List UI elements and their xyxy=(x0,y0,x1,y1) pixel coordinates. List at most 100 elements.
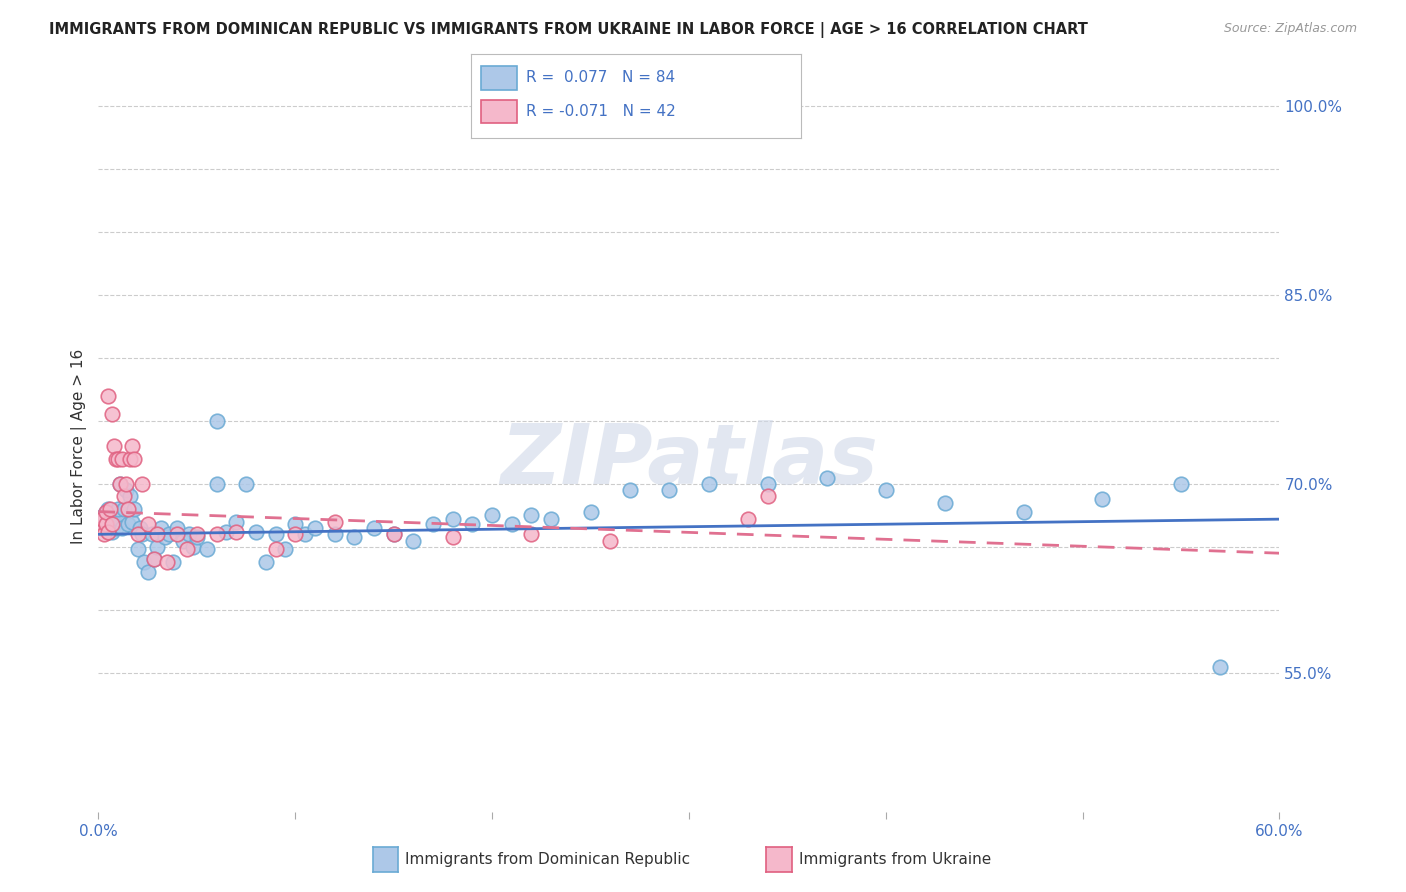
Point xyxy=(186,527,208,541)
Point xyxy=(101,515,124,529)
Point xyxy=(177,527,200,541)
Point xyxy=(118,490,141,504)
Point xyxy=(115,476,138,491)
Text: Source: ZipAtlas.com: Source: ZipAtlas.com xyxy=(1223,22,1357,36)
Point xyxy=(107,451,129,466)
Point xyxy=(205,527,228,541)
Point xyxy=(91,512,114,526)
Point xyxy=(91,521,114,535)
Point xyxy=(121,515,143,529)
Point xyxy=(97,388,120,402)
Point xyxy=(205,476,228,491)
Point xyxy=(323,515,346,529)
Text: ZIPatlas: ZIPatlas xyxy=(501,420,877,501)
Point xyxy=(658,483,681,497)
Point xyxy=(441,512,464,526)
Point xyxy=(103,517,125,532)
Point xyxy=(112,490,135,504)
Point xyxy=(98,512,121,526)
Point xyxy=(136,517,159,532)
Point xyxy=(121,439,143,453)
Point xyxy=(225,515,247,529)
Point xyxy=(166,527,188,541)
Point xyxy=(91,512,114,526)
Point xyxy=(501,517,523,532)
Point xyxy=(96,505,118,519)
Point xyxy=(162,555,184,569)
Point xyxy=(363,521,385,535)
Point xyxy=(756,490,779,504)
FancyBboxPatch shape xyxy=(481,66,517,89)
Point xyxy=(112,502,135,516)
Point xyxy=(441,530,464,544)
Point xyxy=(186,530,208,544)
Point xyxy=(520,508,543,523)
Point xyxy=(117,517,139,532)
Point xyxy=(103,512,125,526)
Point xyxy=(205,414,228,428)
Point xyxy=(540,512,562,526)
Point xyxy=(481,508,503,523)
Point xyxy=(101,508,124,523)
Point xyxy=(235,476,257,491)
Point xyxy=(697,476,720,491)
Point xyxy=(146,540,169,554)
Point xyxy=(737,512,759,526)
Point xyxy=(461,517,484,532)
Point xyxy=(96,517,118,532)
Point xyxy=(103,439,125,453)
Y-axis label: In Labor Force | Age > 16: In Labor Force | Age > 16 xyxy=(70,349,87,543)
Point xyxy=(91,521,114,535)
Text: Immigrants from Dominican Republic: Immigrants from Dominican Republic xyxy=(405,853,690,867)
Point xyxy=(150,521,173,535)
Point xyxy=(1170,476,1192,491)
Text: R = -0.071   N = 42: R = -0.071 N = 42 xyxy=(526,104,675,120)
Point xyxy=(156,555,179,569)
Point xyxy=(97,524,120,539)
Point xyxy=(157,527,180,541)
Point xyxy=(108,476,131,491)
Point xyxy=(402,533,425,548)
Point xyxy=(284,527,307,541)
Point xyxy=(117,502,139,516)
Point xyxy=(97,524,120,539)
Point xyxy=(1091,491,1114,506)
Point xyxy=(815,470,838,484)
Point xyxy=(111,521,134,535)
Point xyxy=(323,527,346,541)
Point xyxy=(89,515,111,529)
Point xyxy=(176,542,198,557)
Point xyxy=(875,483,897,497)
Point xyxy=(254,555,277,569)
Point xyxy=(122,451,145,466)
Point xyxy=(264,542,287,557)
Point xyxy=(127,542,149,557)
Point xyxy=(382,527,405,541)
Point xyxy=(1012,505,1035,519)
Point xyxy=(115,483,138,497)
Point xyxy=(101,524,124,539)
Point xyxy=(422,517,444,532)
Point xyxy=(756,476,779,491)
Point xyxy=(225,524,247,539)
Point xyxy=(122,502,145,516)
Point xyxy=(108,476,131,491)
Point xyxy=(245,524,267,539)
Point xyxy=(195,542,218,557)
Point xyxy=(343,530,366,544)
Point xyxy=(599,533,621,548)
Point xyxy=(382,527,405,541)
Point xyxy=(101,517,124,532)
Point xyxy=(142,552,165,566)
Point xyxy=(172,533,194,548)
Point xyxy=(284,517,307,532)
Point xyxy=(89,515,111,529)
Point xyxy=(111,451,134,466)
Text: R =  0.077   N = 84: R = 0.077 N = 84 xyxy=(526,70,675,86)
Point xyxy=(101,408,124,422)
Point xyxy=(166,521,188,535)
Text: Immigrants from Ukraine: Immigrants from Ukraine xyxy=(799,853,991,867)
Point xyxy=(1209,659,1232,673)
Point xyxy=(128,521,150,535)
Point xyxy=(105,451,128,466)
